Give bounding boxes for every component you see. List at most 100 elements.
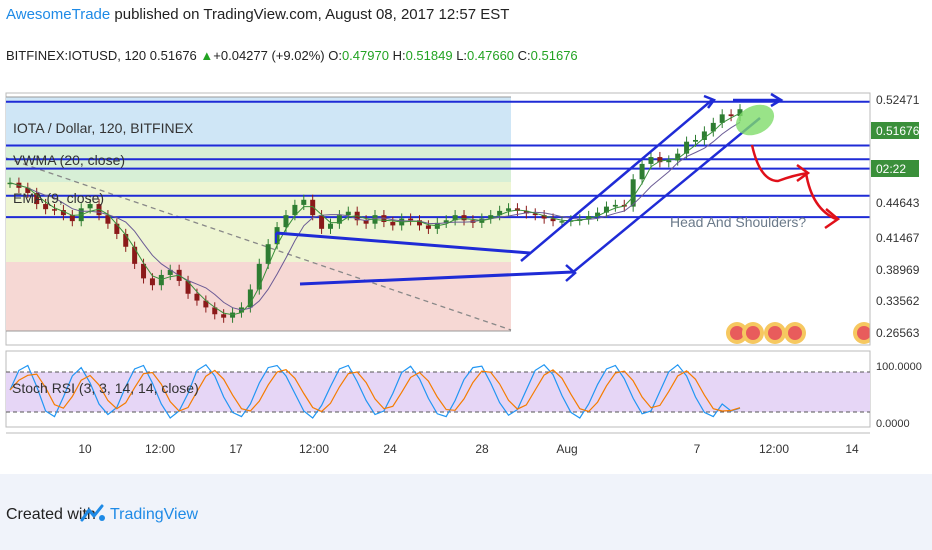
chart-svg[interactable]: IOTA / Dollar, 120, BITFINEX VWMA (20, c… xyxy=(0,83,932,468)
red-arrowhead-2 xyxy=(824,208,841,230)
candle-body xyxy=(390,221,396,226)
candle-body xyxy=(595,212,601,217)
publish-header: AwesomeTrade published on TradingView.co… xyxy=(6,6,509,23)
candle-body xyxy=(221,314,227,318)
candle-body xyxy=(247,289,253,308)
green-highlight xyxy=(735,104,775,136)
candle-body xyxy=(523,210,529,214)
symbol-label: BITFINEX:IOTUSD, 120 xyxy=(6,48,147,63)
time-tick-label: 28 xyxy=(475,442,489,456)
candle-body xyxy=(666,160,672,163)
candle-body xyxy=(675,153,681,161)
price-labels: 0.52471 0.51676 02:22 0.44643 0.41467 0.38969… xyxy=(871,93,920,340)
time-tick-label: 12:00 xyxy=(299,442,329,456)
candle-body xyxy=(692,139,698,142)
low-value: 0.47660 xyxy=(467,48,515,63)
candle-body xyxy=(657,157,663,163)
wedge-lower-arrowhead xyxy=(565,264,577,282)
candle-body xyxy=(603,206,609,213)
candle-body xyxy=(43,204,49,210)
candle-body xyxy=(488,215,494,219)
candle-body xyxy=(265,244,271,264)
stoch-k-line xyxy=(9,363,741,419)
candle-body xyxy=(497,210,503,216)
publish-info: published on TradingView.com, August 08,… xyxy=(110,6,510,23)
ema-line xyxy=(9,112,741,316)
red-path-2 xyxy=(804,172,837,221)
dashed-trendline xyxy=(5,157,512,331)
price-label: 0.26563 xyxy=(876,326,920,340)
candle-body xyxy=(158,274,164,286)
stoch-d-line xyxy=(9,369,741,413)
channel-upper-line xyxy=(520,99,713,262)
candle-body xyxy=(301,199,307,205)
candle-body xyxy=(719,114,725,123)
price-label: 0.52471 xyxy=(876,93,920,107)
candle-body xyxy=(114,223,120,234)
candle-body xyxy=(310,199,316,216)
candle-body xyxy=(710,122,716,132)
time-axis[interactable]: 10 12:00 17 12:00 24 28 Aug 7 12:00 14 xyxy=(78,442,859,456)
ema-label: EMA (9, close) xyxy=(13,190,104,206)
candle-body xyxy=(212,307,218,315)
candle-body xyxy=(541,215,547,219)
price-label: 0.44643 xyxy=(876,196,920,210)
candle-body xyxy=(132,246,138,264)
candle-body xyxy=(185,280,191,294)
channel-lower-line xyxy=(571,117,761,274)
price-label: 0.51676 xyxy=(876,124,920,138)
candle-body xyxy=(123,233,129,247)
time-tick-label: 10 xyxy=(78,442,92,456)
channel-upper-arrowhead xyxy=(703,94,716,109)
vwma-label: VWMA (20, close) xyxy=(13,152,125,168)
candle-body xyxy=(363,220,369,224)
candle-body xyxy=(737,109,743,117)
author-link[interactable]: AwesomeTrade xyxy=(6,6,111,23)
tradingview-logo-icon xyxy=(80,504,105,522)
flag-icon xyxy=(746,326,760,340)
candle-body xyxy=(443,220,449,223)
chart-container[interactable]: IOTA / Dollar, 120, BITFINEX VWMA (20, c… xyxy=(0,83,932,473)
time-tick-label: 17 xyxy=(229,442,243,456)
created-with-label: Created with xyxy=(6,506,96,523)
footer: Created with TradingView xyxy=(0,474,932,550)
stoch-axis-100: 100.0000 xyxy=(876,361,922,373)
candle-body xyxy=(149,278,155,286)
candle-body xyxy=(550,218,556,222)
open-value: 0.47970 xyxy=(341,48,389,63)
top-arrowhead xyxy=(770,92,784,108)
close-label: C: xyxy=(517,48,531,63)
candle-body xyxy=(141,263,147,279)
fib-zone-green xyxy=(6,147,511,182)
candle-body xyxy=(452,215,458,221)
candle-body xyxy=(327,223,333,229)
candle-body xyxy=(648,157,654,164)
wedge-lower-line xyxy=(299,270,574,286)
candle-body xyxy=(612,204,618,207)
candle-body xyxy=(274,227,280,245)
time-tick-label: 12:00 xyxy=(759,442,789,456)
price-label: 0.41467 xyxy=(876,231,920,245)
price-label: 0.38969 xyxy=(876,263,920,277)
ticker-line: BITFINEX:IOTUSD, 120 0.51676 ▲+0.04277 (… xyxy=(6,48,578,63)
flag-icon xyxy=(788,326,802,340)
candle-body xyxy=(639,163,645,180)
candle-body xyxy=(461,215,467,221)
candle-body xyxy=(69,215,75,222)
price-change: +0.04277 (+9.02%) xyxy=(213,48,325,63)
candle-body xyxy=(203,300,209,308)
fib-zone-blue xyxy=(6,97,511,147)
price-label: 02:22 xyxy=(876,162,906,176)
red-arrowhead-1 xyxy=(796,163,811,183)
flag-icon xyxy=(857,326,871,340)
candle-body xyxy=(532,213,538,216)
high-label: H: xyxy=(392,48,406,63)
time-tick-label: 14 xyxy=(845,442,859,456)
time-tick-label: 12:00 xyxy=(145,442,175,456)
candle-body xyxy=(701,131,707,140)
tradingview-brand[interactable]: TradingView xyxy=(110,506,199,523)
candle-body xyxy=(34,192,40,205)
candle-body xyxy=(194,293,200,301)
candle-body xyxy=(630,179,636,207)
candle-body xyxy=(728,114,734,117)
